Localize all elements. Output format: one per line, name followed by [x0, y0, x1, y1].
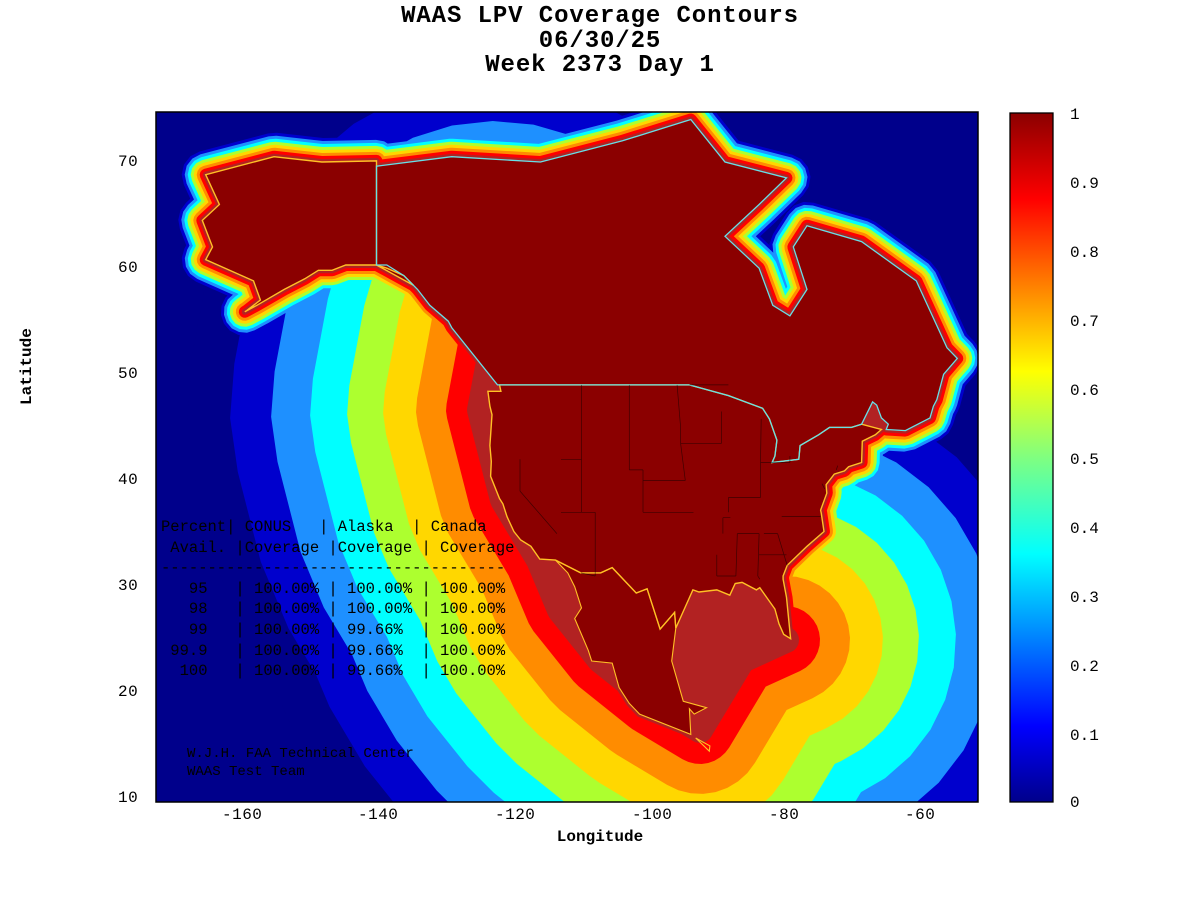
svg-text:0.6: 0.6 — [1070, 382, 1099, 400]
svg-text:0.1: 0.1 — [1070, 727, 1099, 745]
svg-text:0.8: 0.8 — [1070, 244, 1099, 262]
svg-text:0.9: 0.9 — [1070, 175, 1099, 193]
svg-text:0.3: 0.3 — [1070, 589, 1099, 607]
svg-text:1: 1 — [1070, 106, 1080, 124]
svg-text:0.7: 0.7 — [1070, 313, 1099, 331]
svg-text:0: 0 — [1070, 794, 1080, 812]
svg-text:0.5: 0.5 — [1070, 451, 1099, 469]
svg-text:0.4: 0.4 — [1070, 520, 1099, 538]
svg-text:0.2: 0.2 — [1070, 658, 1099, 676]
